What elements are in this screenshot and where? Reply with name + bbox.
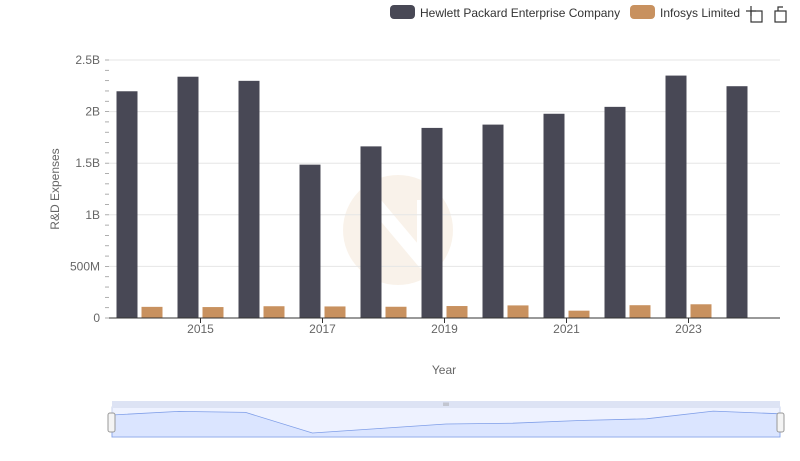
bar-hpe-2018[interactable] xyxy=(360,146,382,318)
legend-label-infosys: Infosys Limited xyxy=(660,6,740,20)
x-axis-title: Year xyxy=(432,363,456,377)
bar-infosys-2015[interactable] xyxy=(202,307,224,318)
navigator[interactable] xyxy=(107,401,785,438)
x-tick-label: 2019 xyxy=(431,322,458,336)
x-tick-label: 2023 xyxy=(675,322,702,336)
bar-infosys-2017[interactable] xyxy=(324,306,346,318)
bar-infosys-2018[interactable] xyxy=(385,306,407,318)
x-tick-label: 2015 xyxy=(187,322,214,336)
y-axis: 0 500M 1B 1.5B 2B 2.5B xyxy=(70,53,109,325)
bar-hpe-2022[interactable] xyxy=(604,106,626,318)
navigator-series-area xyxy=(111,410,781,438)
bars-group xyxy=(116,75,748,319)
bar-hpe-2021[interactable] xyxy=(543,113,565,318)
bar-hpe-2019[interactable] xyxy=(421,127,443,318)
legend: Hewlett Packard Enterprise Company Infos… xyxy=(390,5,740,20)
legend-swatch-infosys xyxy=(630,5,655,19)
y-tick-label: 0 xyxy=(93,311,100,325)
bar-hpe-2015[interactable] xyxy=(177,76,199,318)
bar-infosys-2014[interactable] xyxy=(141,306,163,318)
bar-infosys-2022[interactable] xyxy=(629,305,651,318)
legend-item-hpe[interactable]: Hewlett Packard Enterprise Company xyxy=(390,5,620,20)
bar-hpe-2017[interactable] xyxy=(299,164,321,318)
legend-label-hpe: Hewlett Packard Enterprise Company xyxy=(420,6,620,20)
bar-infosys-2016[interactable] xyxy=(263,306,285,318)
bar-infosys-2021[interactable] xyxy=(568,310,590,318)
navigator-grip-icon xyxy=(443,402,449,406)
bar-hpe-2014[interactable] xyxy=(116,91,138,319)
bar-hpe-2024[interactable] xyxy=(726,86,748,318)
x-tick-label: 2021 xyxy=(553,322,580,336)
bar-hpe-2016[interactable] xyxy=(238,80,260,318)
crosshair-zoom-icon[interactable] xyxy=(746,6,763,23)
y-tick-label: 2.5B xyxy=(75,53,100,67)
y-axis-title: R&D Expenses xyxy=(48,148,62,229)
y-tick-label: 2B xyxy=(85,105,100,119)
bar-hpe-2020[interactable] xyxy=(482,124,504,318)
y-tick-label: 1.5B xyxy=(75,156,100,170)
y-tick-label: 500M xyxy=(70,259,100,273)
legend-item-infosys[interactable]: Infosys Limited xyxy=(630,5,740,20)
legend-swatch-hpe xyxy=(390,5,415,19)
bar-infosys-2019[interactable] xyxy=(446,306,468,318)
x-tick-label: 2017 xyxy=(309,322,336,336)
x-axis: 2015 2017 2019 2021 2023 xyxy=(109,317,780,336)
navigator-handle-right[interactable] xyxy=(776,412,785,433)
restore-icon[interactable] xyxy=(774,6,787,23)
navigator-handle-left[interactable] xyxy=(107,412,116,433)
y-tick-label: 1B xyxy=(85,208,100,222)
bar-infosys-2020[interactable] xyxy=(507,305,529,318)
bar-infosys-2023[interactable] xyxy=(690,304,712,318)
bar-hpe-2023[interactable] xyxy=(665,75,687,319)
